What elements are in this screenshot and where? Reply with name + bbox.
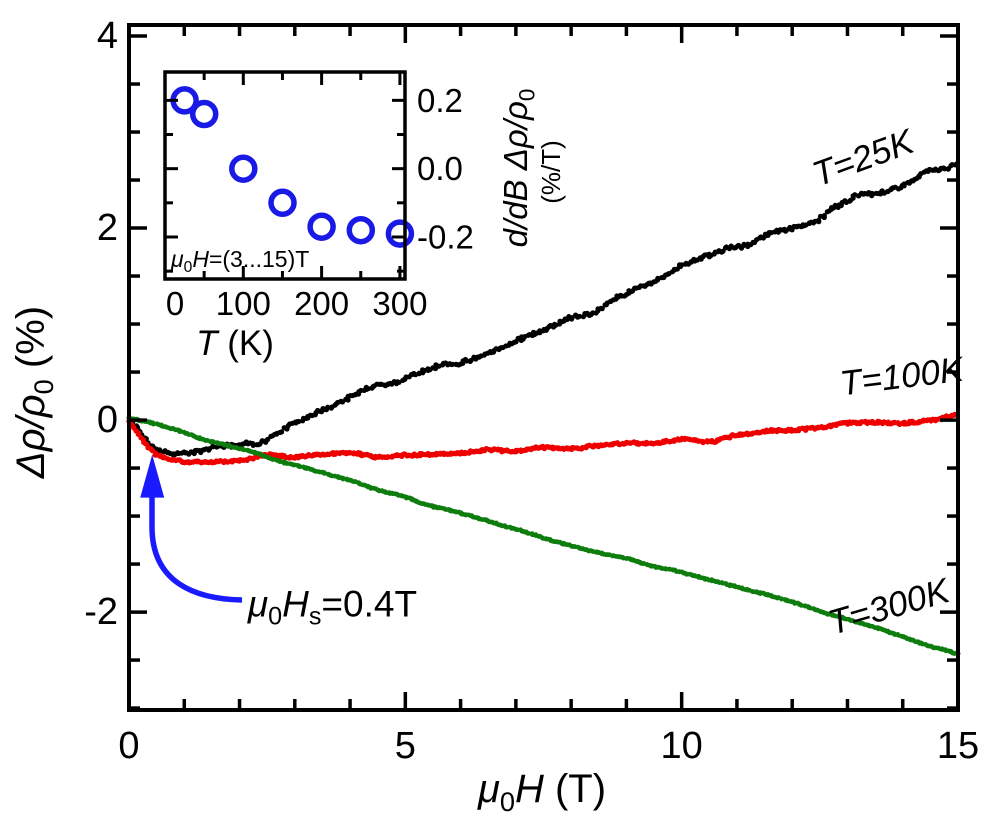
inset-y-tick-label: -0.2 [417, 218, 474, 255]
inset-y-tick-label: 0.0 [417, 150, 463, 187]
main-frame [127, 23, 960, 712]
main-tick-labels: 0 5 10 15 -2 0 2 4 [84, 15, 979, 767]
x-tick-label: 5 [395, 725, 416, 767]
inset-data-point [189, 99, 219, 129]
inset-scatter [170, 86, 415, 248]
inset-plot: 0 100 200 300 0.2 0.0 -0.2 T (K) d/dB Δρ/ρ0(%/T)… [163, 70, 566, 363]
inset-data-point [307, 212, 336, 241]
curve-label-t100k: T=100K [838, 350, 967, 404]
arrow-shaft [149, 497, 243, 603]
saturation-annotation: μ0Hs=0.4T [140, 454, 417, 631]
x-tick-label: 0 [118, 725, 139, 767]
inset-frame [163, 70, 407, 281]
inset-x-tick-label: 100 [216, 285, 271, 322]
series-t100k [126, 411, 960, 466]
x-axis-title: μ0H (T) [477, 767, 606, 817]
y-tick-label: 0 [97, 399, 118, 441]
inset-axes [163, 70, 407, 281]
inset-x-axis-title: T (K) [196, 324, 274, 363]
inset-note: μ0H=(3...15)T [170, 246, 309, 276]
arrow-head [140, 454, 165, 498]
inset-x-tick-label: 200 [294, 285, 349, 322]
inset-tick-labels: 0 100 200 300 0.2 0.0 -0.2 [166, 82, 474, 322]
inset-data-point [346, 215, 376, 245]
inset-x-tick-label: 0 [166, 285, 184, 322]
inset-data-point [268, 188, 297, 218]
inset-y-axis-title: d/dB Δρ/ρ0 [497, 89, 539, 248]
series-t300k [126, 415, 961, 657]
main-axes [127, 23, 960, 712]
y-axis-title: Δρ/ρ0 (%) [9, 306, 59, 479]
y-tick-label: -2 [84, 591, 118, 633]
inset-y-tick-label: 0.2 [417, 82, 463, 119]
inset-x-tick-label: 300 [372, 285, 427, 322]
annotation-text: μ0Hs=0.4T [247, 583, 417, 630]
inset-data-point [385, 219, 415, 248]
y-tick-label: 2 [97, 207, 118, 249]
x-tick-label: 10 [661, 725, 703, 767]
inset-data-point [229, 154, 258, 183]
inset-y-axis-units: (%/T) [536, 140, 566, 204]
y-tick-label: 4 [97, 15, 118, 57]
x-tick-label: 15 [937, 725, 979, 767]
